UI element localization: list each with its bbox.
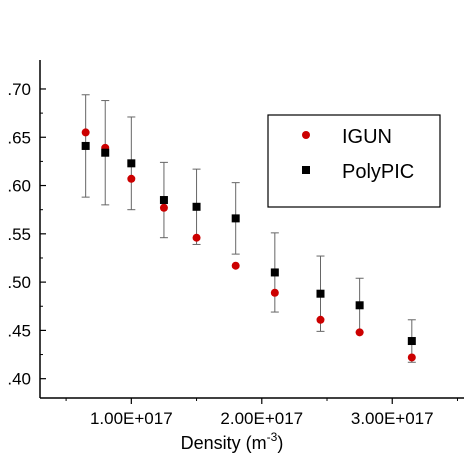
- igun-point: [81, 128, 90, 137]
- y-tick-label: .55: [7, 225, 31, 244]
- y-tick-label: .40: [7, 370, 31, 389]
- igun-point: [316, 315, 325, 324]
- data-marks: [81, 128, 416, 362]
- x-axis-title-close: ): [277, 433, 283, 453]
- polypic-point: [355, 301, 364, 310]
- legend-label-igun: IGUN: [342, 126, 392, 148]
- ticks: .40 .45 .50 .55 .60 .65 .70 1.00E+017 2.00E+017 3…: [7, 80, 458, 428]
- igun-point: [159, 203, 168, 212]
- y-tick-label: .45: [7, 321, 31, 340]
- polypic-point: [81, 141, 90, 150]
- igun-point: [192, 233, 201, 242]
- polypic-point: [231, 214, 240, 223]
- legend-marker-igun: [302, 131, 310, 139]
- y-tick-label: .70: [7, 80, 31, 99]
- legend-box: [267, 114, 441, 208]
- x-tick-label: 3.00E+017: [351, 409, 434, 428]
- igun-point: [355, 328, 364, 337]
- x-axis-title: Density (m-3): [181, 430, 284, 453]
- polypic-point: [101, 148, 110, 157]
- igun-point: [231, 261, 240, 270]
- x-tick-label: 1.00E+017: [90, 409, 173, 428]
- legend-marker-polypic: [302, 166, 310, 174]
- igun-point: [407, 353, 416, 362]
- y-tick-label: .60: [7, 177, 31, 196]
- polypic-point: [192, 202, 201, 211]
- x-tick-label: 2.00E+017: [220, 409, 303, 428]
- y-tick-label: .65: [7, 128, 31, 147]
- polypic-point: [270, 268, 279, 277]
- legend: IGUN PolyPIC: [267, 114, 441, 208]
- legend-label-polypic: PolyPIC: [342, 161, 414, 183]
- axes: [39, 60, 464, 399]
- x-axis-title-text: Density (m: [181, 433, 267, 453]
- igun-point: [127, 174, 136, 183]
- polypic-point: [407, 337, 416, 346]
- igun-point: [270, 288, 279, 297]
- polypic-point: [127, 159, 136, 168]
- polypic-point: [316, 289, 325, 298]
- y-tick-label: .50: [7, 273, 31, 292]
- x-axis-title-exponent: -3: [267, 430, 278, 444]
- polypic-point: [159, 196, 168, 205]
